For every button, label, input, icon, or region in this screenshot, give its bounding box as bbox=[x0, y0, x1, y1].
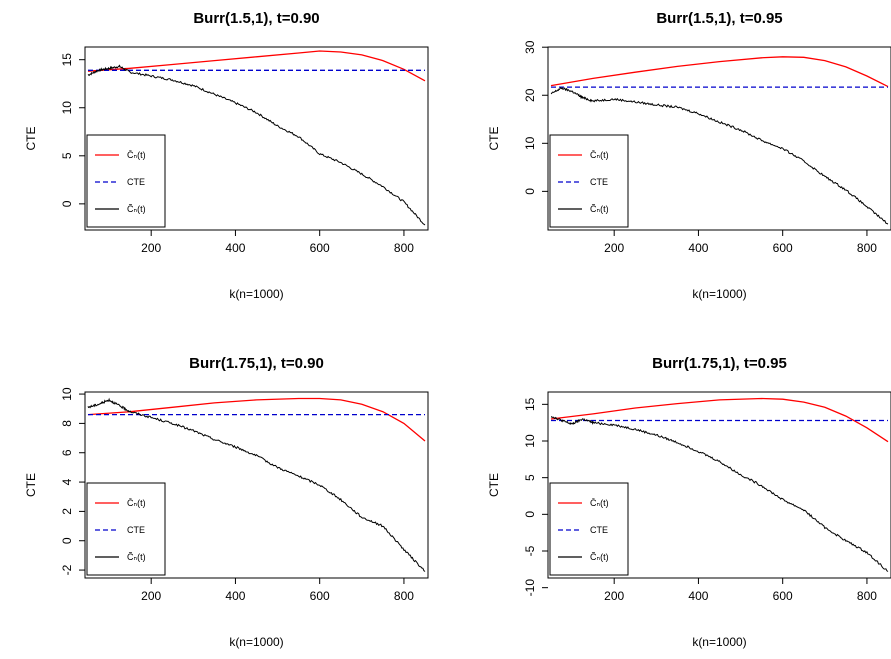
x-tick-label: 200 bbox=[604, 589, 624, 603]
chart-title: Burr(1.5,1), t=0.90 bbox=[193, 10, 319, 27]
x-tick-label: 200 bbox=[604, 241, 624, 255]
legend-box bbox=[549, 134, 629, 228]
series-line-1 bbox=[550, 56, 889, 88]
legend: C̄ₙ(t) CTE C̃ₙ(t) bbox=[86, 134, 166, 228]
y-tick-label: -5 bbox=[523, 545, 537, 556]
x-tick-label: 400 bbox=[688, 589, 708, 603]
y-tick-label: -2 bbox=[60, 564, 74, 575]
y-axis-label: CTE bbox=[487, 127, 501, 151]
legend: C̄ₙ(t) CTE C̃ₙ(t) bbox=[86, 482, 166, 576]
legend-label: CTE bbox=[127, 177, 145, 187]
x-tick-label: 400 bbox=[225, 241, 245, 255]
legend-label: CTE bbox=[127, 525, 145, 535]
legend-label: C̄ₙ(t) bbox=[590, 150, 609, 160]
y-tick-label: 10 bbox=[523, 136, 537, 150]
y-axis-label: CTE bbox=[24, 127, 38, 151]
plot-frame bbox=[547, 391, 891, 579]
y-tick-label: 8 bbox=[60, 420, 74, 427]
x-axis-label: k(n=1000) bbox=[692, 635, 746, 649]
x-tick-label: 800 bbox=[857, 589, 877, 603]
y-tick-label: 0 bbox=[60, 200, 74, 207]
y-tick-label: 5 bbox=[523, 474, 537, 481]
series-line-1 bbox=[550, 397, 889, 443]
x-tick-label: 600 bbox=[773, 241, 793, 255]
chart-title: Burr(1.75,1), t=0.90 bbox=[189, 355, 324, 372]
legend-label: C̄ₙ(t) bbox=[590, 498, 609, 508]
y-tick-label: 20 bbox=[523, 88, 537, 102]
y-tick-label: -10 bbox=[523, 579, 537, 597]
x-tick-label: 800 bbox=[857, 241, 877, 255]
y-axis-label: CTE bbox=[487, 473, 501, 497]
chart-panel-3: Burr(1.75,1), t=0.90 200 400 600 800 -2 0 2 4 6 8 1… bbox=[24, 355, 429, 649]
x-tick-label: 200 bbox=[141, 241, 161, 255]
legend: C̄ₙ(t) CTE C̃ₙ(t) bbox=[549, 134, 629, 228]
y-tick-label: 0 bbox=[523, 188, 537, 195]
chart-title: Burr(1.75,1), t=0.95 bbox=[652, 355, 787, 372]
plot-frame bbox=[547, 46, 891, 231]
series-line-3 bbox=[551, 416, 889, 572]
x-tick-label: 800 bbox=[394, 589, 414, 603]
legend-label: C̃ₙ(t) bbox=[127, 552, 146, 562]
x-tick-label: 600 bbox=[310, 241, 330, 255]
y-tick-label: 4 bbox=[60, 478, 74, 485]
x-tick-label: 400 bbox=[688, 241, 708, 255]
series-line-1 bbox=[87, 397, 426, 442]
y-tick-label: 30 bbox=[523, 40, 537, 54]
legend: C̄ₙ(t) CTE C̃ₙ(t) bbox=[549, 482, 629, 576]
y-tick-label: 5 bbox=[60, 152, 74, 159]
x-tick-label: 200 bbox=[141, 589, 161, 603]
x-tick-label: 400 bbox=[225, 589, 245, 603]
x-axis-label: k(n=1000) bbox=[692, 287, 746, 301]
legend-label: C̃ₙ(t) bbox=[590, 552, 609, 562]
x-tick-label: 800 bbox=[394, 241, 414, 255]
y-tick-label: 6 bbox=[60, 449, 74, 456]
legend-label: C̄ₙ(t) bbox=[127, 150, 146, 160]
y-tick-label: 0 bbox=[60, 537, 74, 544]
x-tick-label: 600 bbox=[773, 589, 793, 603]
chart-panel-2: Burr(1.5,1), t=0.95 200 400 600 800 0 10 20 30 k(… bbox=[487, 10, 891, 301]
y-tick-label: 10 bbox=[60, 101, 74, 115]
y-tick-label: 15 bbox=[60, 53, 74, 67]
series-line-3 bbox=[87, 397, 426, 572]
y-axis-label: CTE bbox=[24, 473, 38, 497]
y-tick-label: 0 bbox=[523, 511, 537, 518]
series-line-1 bbox=[87, 50, 426, 82]
y-tick-label: 2 bbox=[60, 508, 74, 515]
plot-frame bbox=[84, 391, 429, 579]
plot-frame bbox=[84, 46, 429, 231]
y-tick-label: 10 bbox=[523, 434, 537, 448]
x-axis-label: k(n=1000) bbox=[229, 635, 283, 649]
y-tick-label: 10 bbox=[60, 387, 74, 401]
legend-label: CTE bbox=[590, 525, 608, 535]
series-line-3 bbox=[87, 64, 426, 226]
legend-box bbox=[86, 482, 166, 576]
y-tick-label: 15 bbox=[523, 397, 537, 411]
x-axis-label: k(n=1000) bbox=[229, 287, 283, 301]
chart-panel-1: Burr(1.5,1), t=0.90 200 400 600 800 0 5 10 15 k(n… bbox=[24, 10, 429, 301]
legend-label: C̄ₙ(t) bbox=[127, 498, 146, 508]
legend-label: C̃ₙ(t) bbox=[590, 204, 609, 214]
chart-title: Burr(1.5,1), t=0.95 bbox=[656, 10, 782, 27]
legend-box bbox=[86, 134, 166, 228]
chart-panel-4: Burr(1.75,1), t=0.95 200 400 600 800 -10 -5 0 5 1… bbox=[487, 355, 891, 649]
legend-label: C̃ₙ(t) bbox=[127, 204, 146, 214]
series-line-3 bbox=[550, 86, 889, 225]
legend-box bbox=[549, 482, 629, 576]
x-tick-label: 600 bbox=[310, 589, 330, 603]
legend-label: CTE bbox=[590, 177, 608, 187]
